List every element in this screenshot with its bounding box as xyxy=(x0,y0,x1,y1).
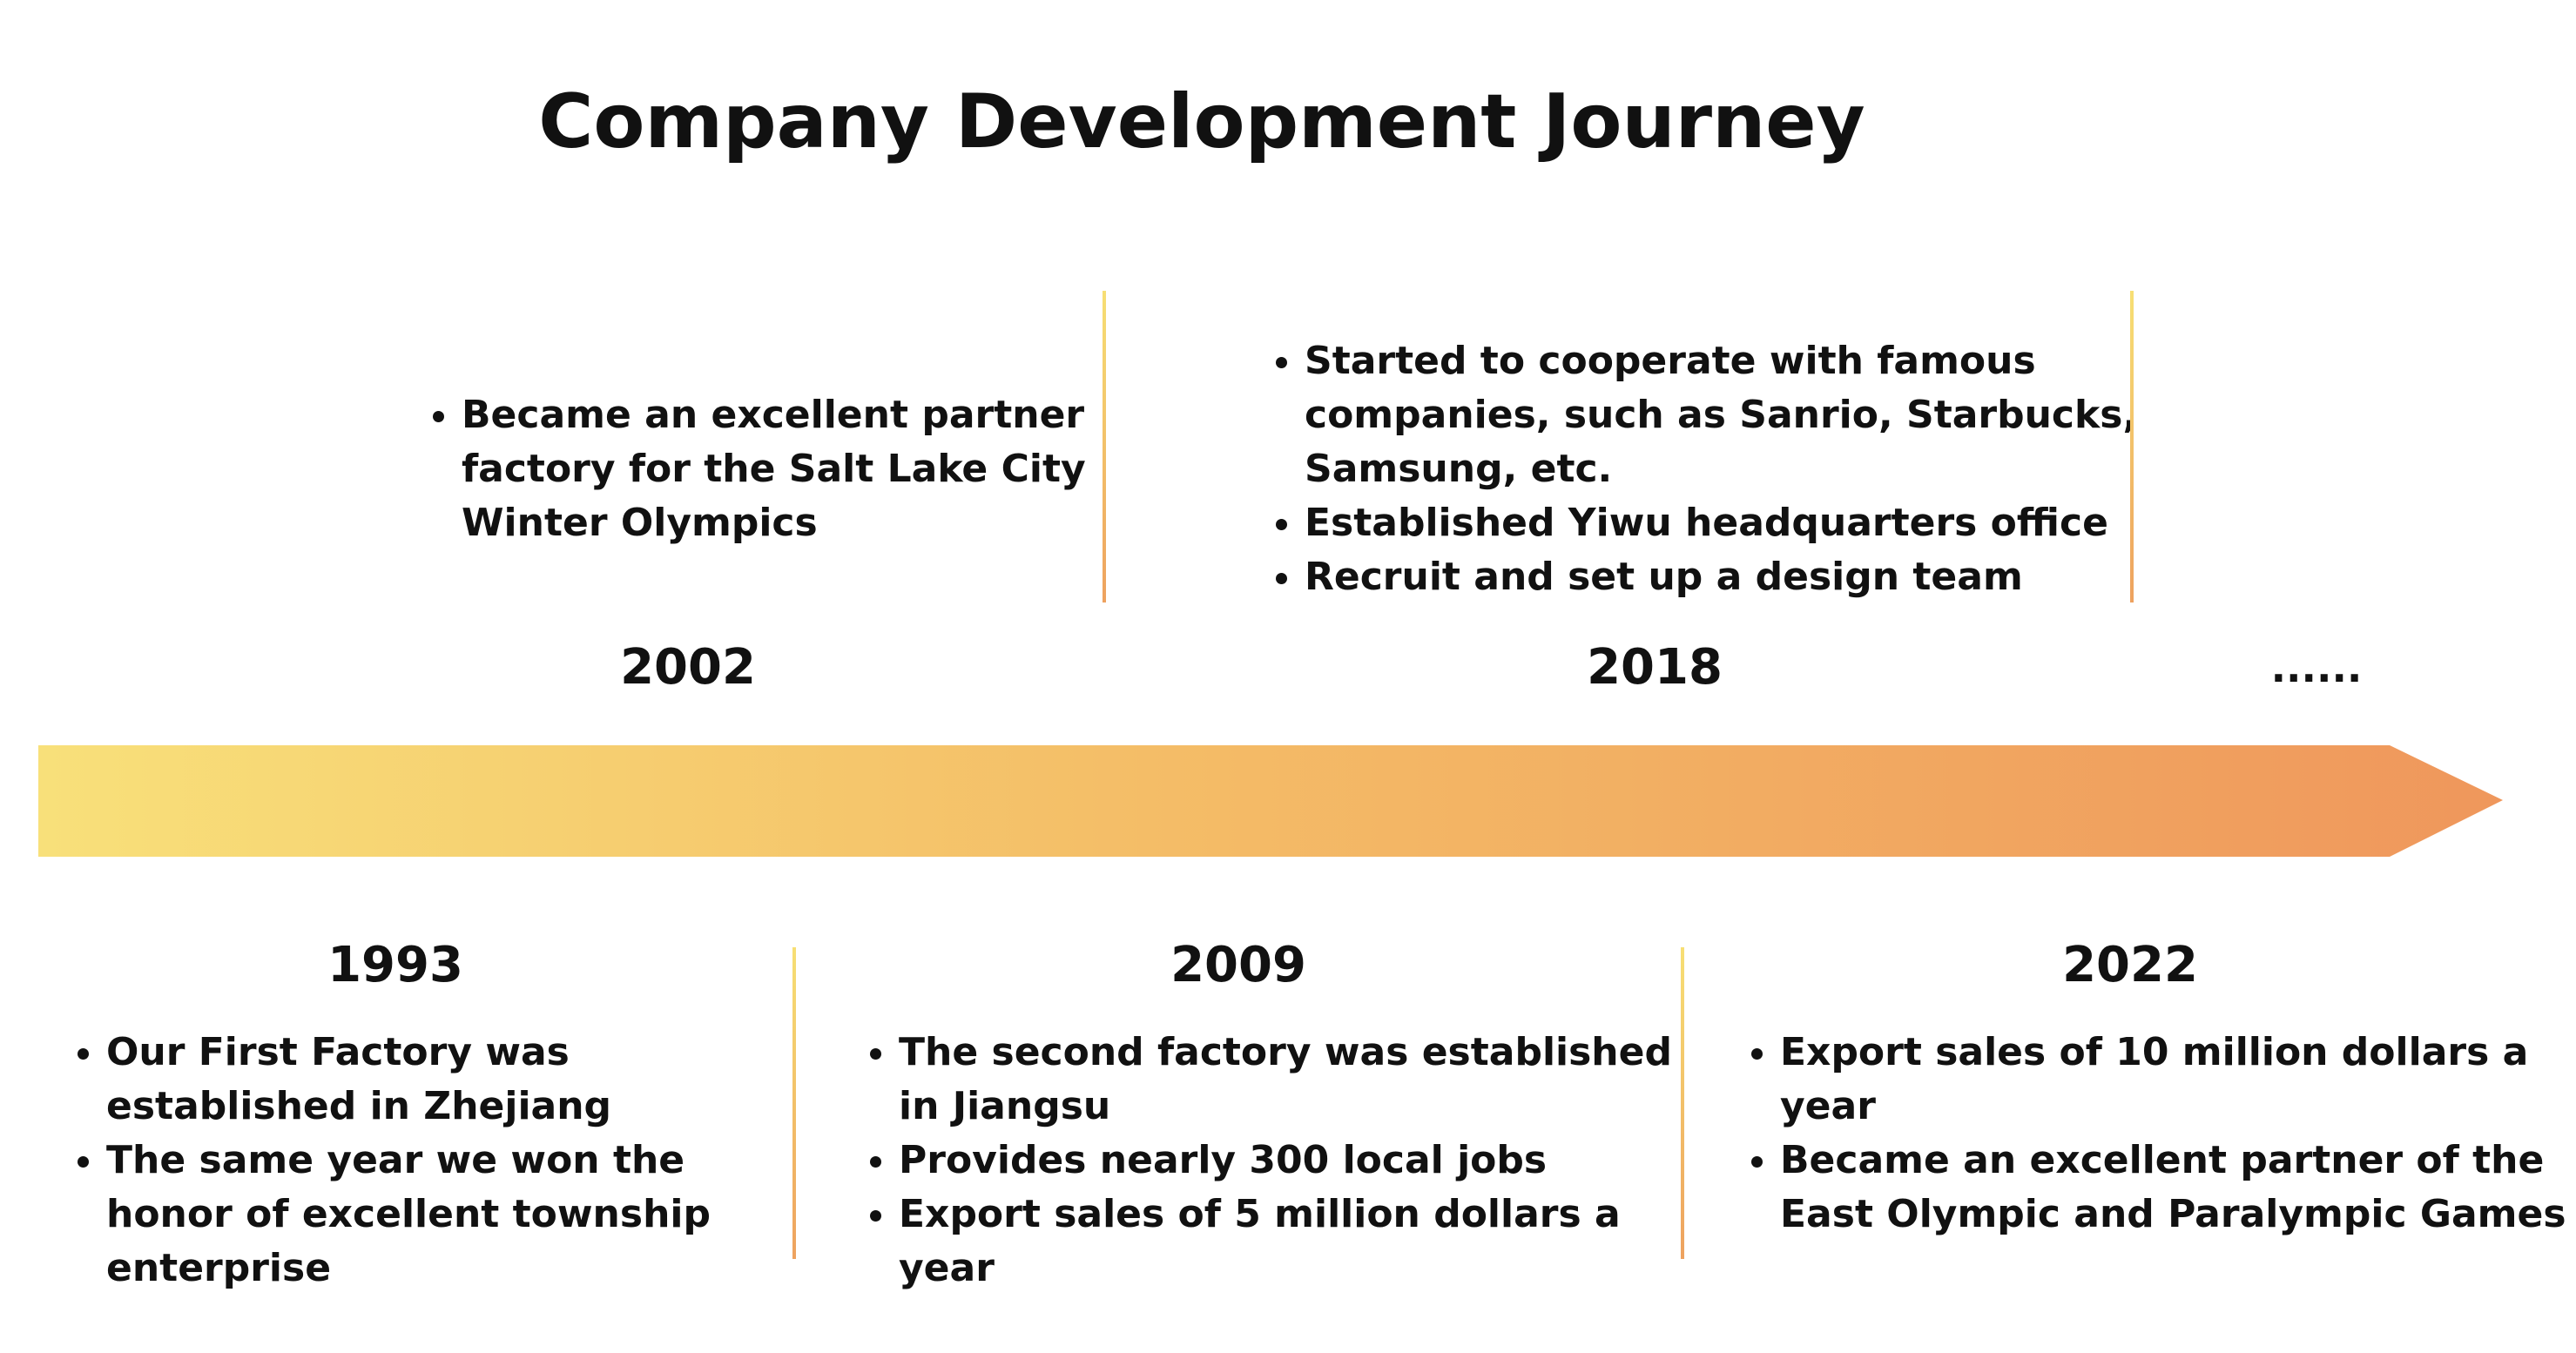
milestone-2022-item: Export sales of 10 million dollars a yea… xyxy=(1780,1026,2576,1134)
milestone-2022-item: Became an excellent partner of the East … xyxy=(1780,1134,2576,1242)
top-separator-right xyxy=(2130,291,2134,602)
milestone-2009-item: Provides nearly 300 local jobs xyxy=(899,1134,1700,1188)
milestone-2018-item: Started to cooperate with famous compani… xyxy=(1305,334,2158,496)
timeline-arrow xyxy=(38,745,2503,857)
milestone-2009-item: Export sales of 5 million dollars a year xyxy=(899,1188,1700,1296)
bottom-separator-left xyxy=(792,947,796,1259)
milestone-2009-item: The second factory was established in Ji… xyxy=(899,1026,1700,1134)
milestone-2018-item: Established Yiwu headquarters office xyxy=(1305,496,2158,550)
milestone-1993-item: Our First Factory was established in Zhe… xyxy=(106,1026,803,1134)
year-label-2009: 2009 xyxy=(1170,937,1306,993)
year-label-2018: 2018 xyxy=(1587,639,1723,696)
bottom-separator-right xyxy=(1681,947,1684,1259)
timeline-arrow-body xyxy=(38,745,2503,857)
ellipsis-label: ...... xyxy=(2270,644,2363,691)
milestone-2018-item: Recruit and set up a design team xyxy=(1305,550,2158,604)
milestone-2002-details: Became an excellent partner factory for … xyxy=(425,388,1089,550)
year-label-1993: 1993 xyxy=(327,937,463,993)
year-label-2022: 2022 xyxy=(2062,937,2198,993)
top-separator-left xyxy=(1103,291,1106,602)
milestone-2009-details: The second factory was established in Ji… xyxy=(862,1026,1700,1296)
milestone-2002-item: Became an excellent partner factory for … xyxy=(462,388,1089,550)
milestone-1993-item: The same year we won the honor of excell… xyxy=(106,1134,803,1296)
milestone-2018-details: Started to cooperate with famous compani… xyxy=(1268,334,2158,604)
milestone-2022-details: Export sales of 10 million dollars a yea… xyxy=(1743,1026,2576,1242)
milestone-1993-details: Our First Factory was established in Zhe… xyxy=(70,1026,803,1296)
page-title: Company Development Journey xyxy=(538,78,1865,165)
year-label-2002: 2002 xyxy=(620,639,756,696)
